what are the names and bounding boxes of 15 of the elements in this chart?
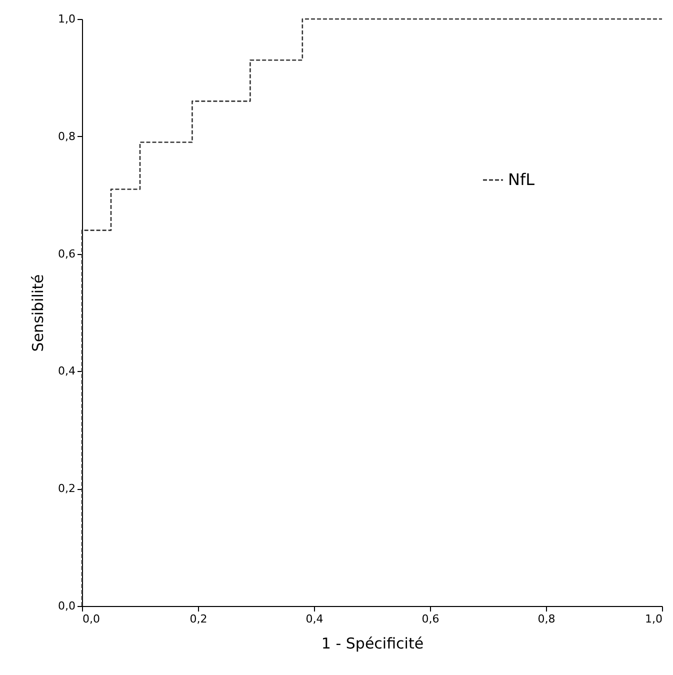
y-tick-label: 1,0 [58, 12, 76, 26]
x-axis-title: 1 - Spécificité [321, 634, 424, 652]
y-tick-label: 0,6 [58, 247, 76, 260]
x-tick-label: 0,4 [306, 612, 324, 626]
y-axis-title: Sensibilité [29, 274, 48, 352]
y-tick-label: 0,2 [58, 482, 76, 496]
y-tick-label: 0,4 [58, 364, 76, 378]
x-tick-label: 0,8 [538, 612, 556, 626]
x-tick-label: 0,6 [422, 612, 440, 626]
x-tick-label: 0,0 [82, 612, 100, 626]
legend-label: NfL [508, 170, 535, 189]
y-tick-label: 0,0 [58, 600, 76, 612]
x-tick-label: 1,0 [645, 612, 662, 626]
x-tick-label: 0,2 [190, 612, 208, 626]
y-tick-label: 0,8 [58, 130, 76, 143]
